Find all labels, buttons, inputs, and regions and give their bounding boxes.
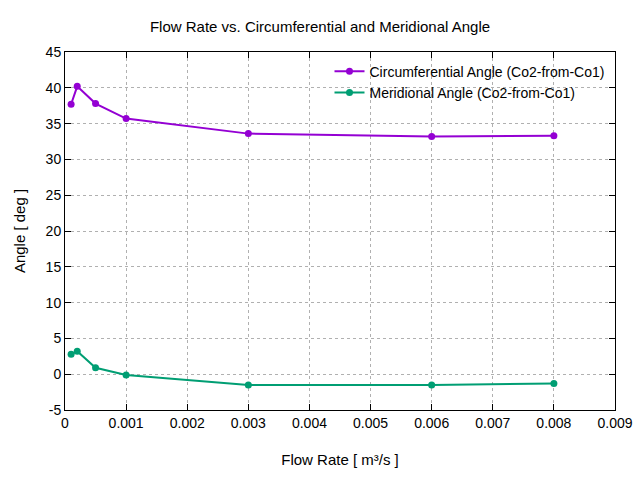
svg-text:45: 45 — [46, 44, 62, 60]
svg-text:0.006: 0.006 — [414, 415, 449, 431]
svg-text:0.003: 0.003 — [231, 415, 266, 431]
svg-text:20: 20 — [46, 223, 62, 239]
svg-text:35: 35 — [46, 116, 62, 132]
svg-text:5: 5 — [53, 330, 61, 346]
svg-text:Meridional Angle (Co2-from-Co1: Meridional Angle (Co2-from-Co1) — [370, 85, 575, 101]
svg-text:0.001: 0.001 — [109, 415, 144, 431]
svg-text:0.007: 0.007 — [475, 415, 510, 431]
svg-text:10: 10 — [46, 295, 62, 311]
svg-text:40: 40 — [46, 80, 62, 96]
svg-text:0.009: 0.009 — [597, 415, 632, 431]
svg-text:0.002: 0.002 — [170, 415, 205, 431]
svg-text:Circumferential Angle (Co2-fro: Circumferential Angle (Co2-from-Co1) — [370, 64, 605, 80]
svg-text:-5: -5 — [49, 402, 62, 418]
svg-text:Flow Rate [ m³/s ]: Flow Rate [ m³/s ] — [281, 451, 399, 468]
svg-text:Angle [ deg ]: Angle [ deg ] — [11, 189, 28, 273]
svg-text:0.005: 0.005 — [353, 415, 388, 431]
svg-text:25: 25 — [46, 187, 62, 203]
svg-text:30: 30 — [46, 151, 62, 167]
svg-text:Flow Rate vs. Circumferential: Flow Rate vs. Circumferential and Meridi… — [150, 18, 490, 35]
svg-text:0: 0 — [53, 366, 61, 382]
svg-text:0.008: 0.008 — [536, 415, 571, 431]
svg-text:15: 15 — [46, 259, 62, 275]
svg-text:0.004: 0.004 — [292, 415, 327, 431]
svg-text:0: 0 — [61, 415, 69, 431]
